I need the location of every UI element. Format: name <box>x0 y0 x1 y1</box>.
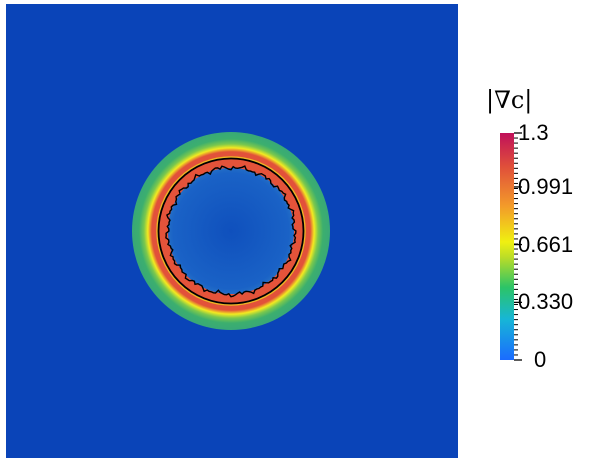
colorbar-tick-label: 0.330 <box>518 289 574 315</box>
colorbar-tick-label: 0 <box>534 347 547 372</box>
outer-contour <box>157 157 305 305</box>
inner-contour <box>165 165 297 298</box>
colorbar-tick-label: 0.991 <box>518 173 574 199</box>
colorbar-title: |∇c| <box>486 86 533 114</box>
colorbar-tick-label: 1.3 <box>518 120 549 145</box>
colorbar-tick-label: 0.661 <box>518 231 574 257</box>
colorbar-ticks <box>514 132 522 361</box>
inner-disc <box>168 168 294 294</box>
colorbar-gradient <box>500 133 514 360</box>
interface-ring <box>158 158 304 304</box>
